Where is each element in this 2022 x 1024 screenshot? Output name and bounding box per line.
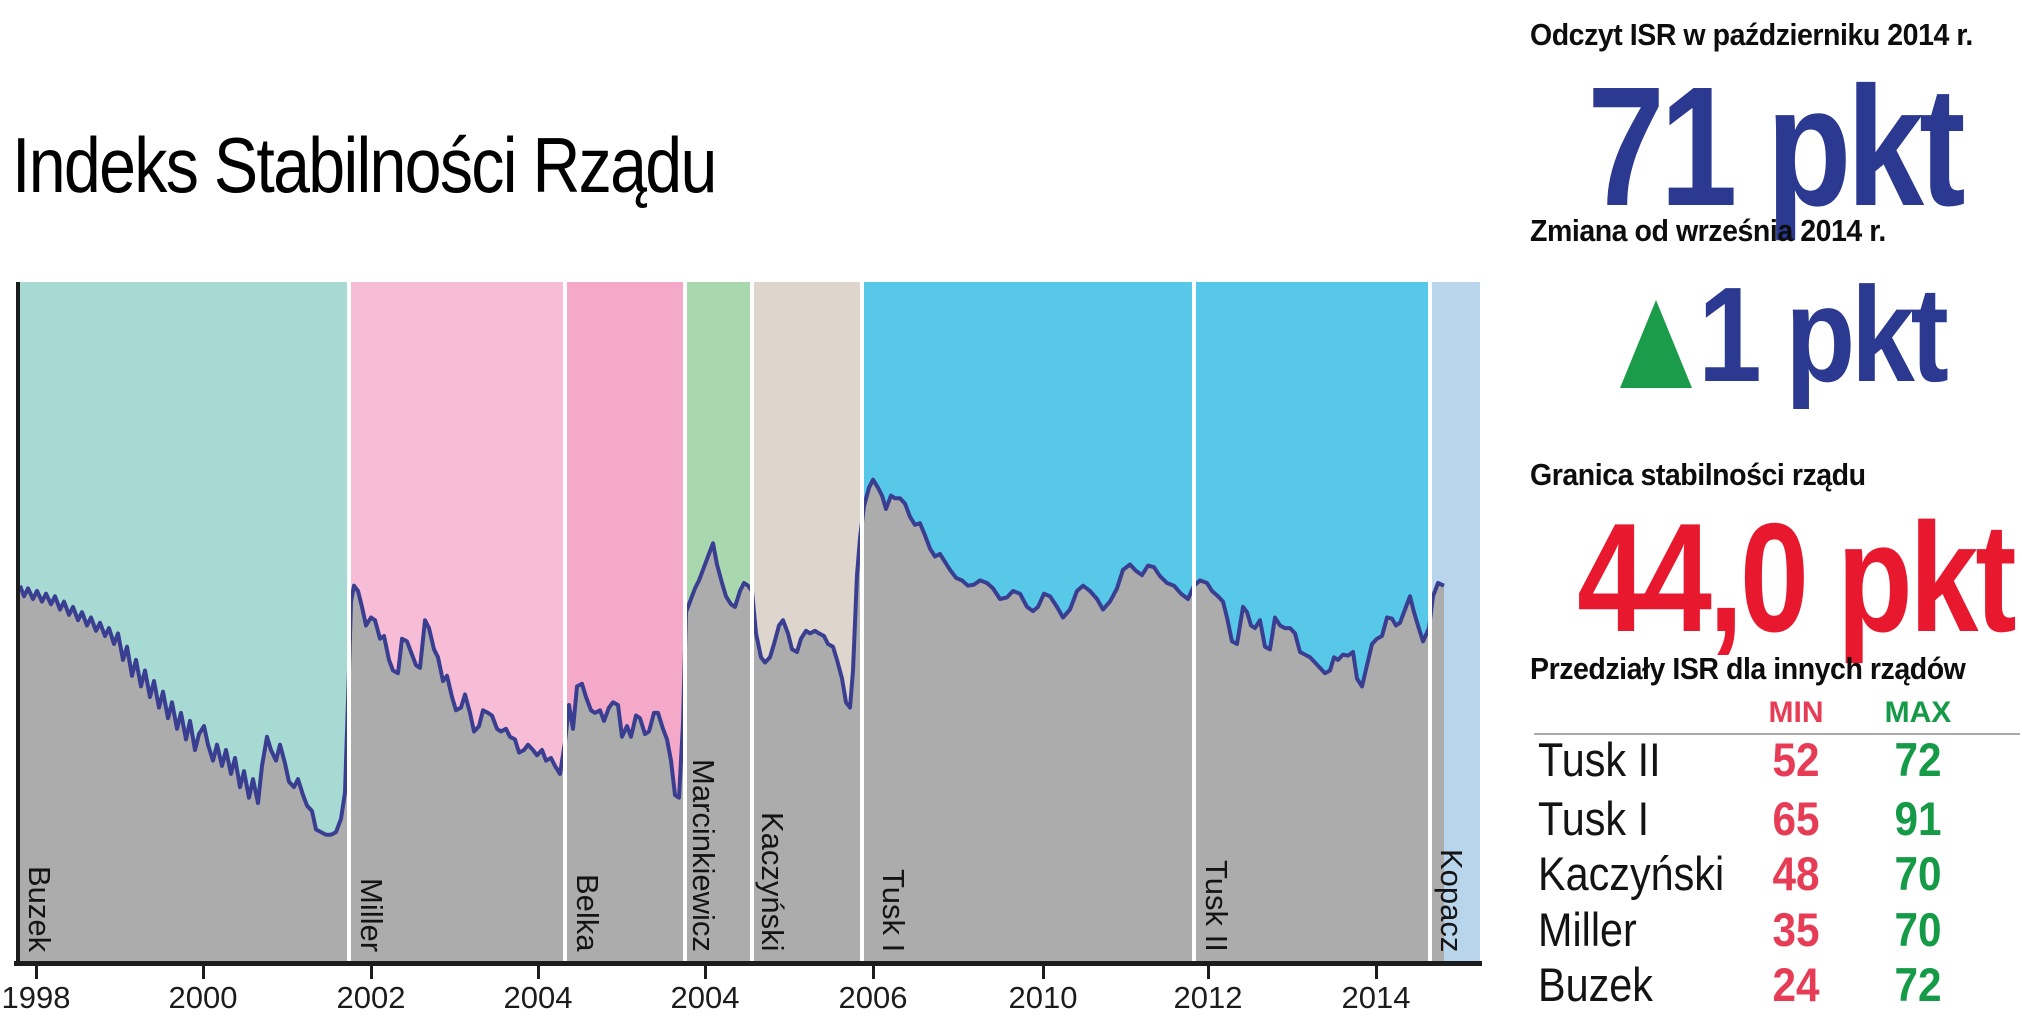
tick-mark: [537, 966, 540, 979]
band-divider: [683, 282, 687, 964]
max-column-header: MAX: [1884, 696, 1952, 729]
reading-heading: Odczyt ISR w październiku 2014 r.: [1530, 17, 1973, 52]
threshold-heading: Granica stabilności rządu: [1530, 457, 1866, 492]
tick-label: 2010: [1008, 980, 1078, 1015]
tick-mark: [202, 966, 205, 979]
table-row-name: Tusk I: [1538, 792, 1650, 845]
table-row-max: 70: [1894, 847, 1942, 900]
table-rule: [1534, 733, 2020, 735]
pm-label-kopacz: Kopacz: [1434, 848, 1469, 952]
table-row-max: 72: [1894, 733, 1942, 786]
table-row-min: 24: [1772, 958, 1820, 1011]
threshold-value: 44,0 pkt: [1577, 491, 2016, 664]
band-divider: [860, 282, 864, 964]
tick-label: 2004: [670, 980, 740, 1015]
table-row-min: 48: [1772, 847, 1820, 900]
table-row-max: 70: [1894, 903, 1942, 956]
tick-label: 2014: [1341, 980, 1411, 1015]
table-row-min: 35: [1772, 903, 1820, 956]
reading-value: 71 pkt: [1587, 52, 1965, 242]
band-divider: [750, 282, 754, 964]
table-row-max: 91: [1894, 792, 1942, 845]
tick-label: 2006: [838, 980, 908, 1015]
pm-label-miller: Miller: [354, 877, 389, 952]
pm-label-belka: Belka: [570, 874, 605, 952]
table-row-name: Miller: [1538, 903, 1637, 956]
y-axis-line: [16, 282, 20, 966]
isr-area-fill: [20, 479, 1444, 964]
tick-label: 2004: [503, 980, 573, 1015]
tick-mark: [35, 966, 38, 979]
table-row-name: Kaczyński: [1538, 847, 1725, 900]
tick-label: 1998: [1, 980, 71, 1015]
pm-label-tusk-i: Tusk I: [876, 868, 911, 952]
tick-mark: [1042, 966, 1045, 979]
change-heading: Zmiana od września 2014 r.: [1530, 213, 1886, 248]
stability-index-chart: Buzek Miller Belka Marcinkiewicz Kaczyński Tu…: [1, 282, 1482, 1015]
table-row-min: 65: [1772, 792, 1820, 845]
tick-mark: [370, 966, 373, 979]
tick-mark: [872, 966, 875, 979]
x-axis-line: [14, 961, 1482, 966]
table-row-name: Tusk II: [1538, 733, 1661, 786]
table-title: Przedziały ISR dla innych rządów: [1530, 651, 1966, 686]
band-divider: [563, 282, 567, 964]
pm-label-kaczyński: Kaczyński: [755, 812, 790, 952]
stats-sidebar: Odczyt ISR w październiku 2014 r. 71 pkt…: [1528, 0, 2020, 1024]
tick-label: 2012: [1173, 980, 1243, 1015]
tick-label: 2002: [336, 980, 406, 1015]
pm-label-tusk-ii: Tusk II: [1199, 860, 1234, 952]
band-divider: [1192, 282, 1196, 964]
band-divider: [347, 282, 351, 964]
change-value: 1 pkt: [1697, 259, 1949, 410]
table-row-max: 72: [1894, 958, 1942, 1011]
table-row-name: Buzek: [1538, 958, 1653, 1011]
table-row-min: 52: [1772, 733, 1820, 786]
change-value-row: 1 pkt: [1528, 262, 2020, 402]
tick-label: 2000: [168, 980, 238, 1015]
tick-mark: [1207, 966, 1210, 979]
tick-mark: [704, 966, 707, 979]
increase-triangle-icon: [1619, 300, 1692, 388]
min-column-header: MIN: [1768, 696, 1824, 729]
pm-label-marcinkiewicz: Marcinkiewicz: [686, 759, 721, 952]
band-divider: [1428, 282, 1432, 964]
tick-mark: [1375, 966, 1378, 979]
pm-label-buzek: Buzek: [22, 865, 57, 952]
page-title: Indeks Stabilności Rządu: [12, 121, 717, 209]
